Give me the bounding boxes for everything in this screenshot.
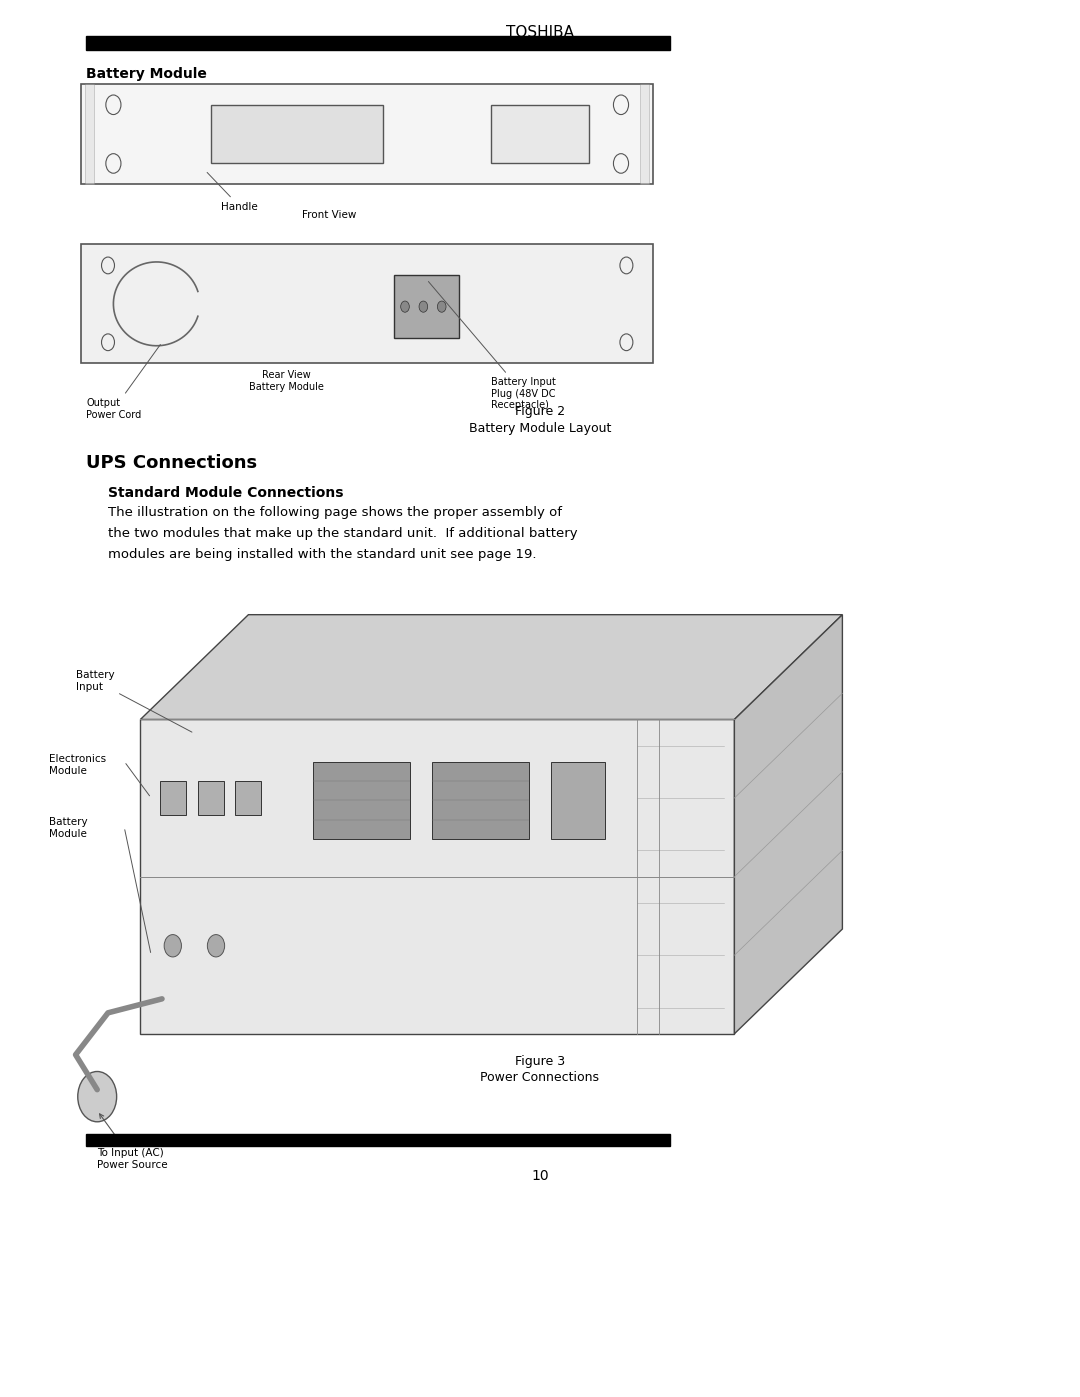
Circle shape: [437, 302, 446, 312]
Text: Battery Module Layout: Battery Module Layout: [469, 422, 611, 434]
Text: Battery Input
Plug (48V DC
Receptacle): Battery Input Plug (48V DC Receptacle): [429, 282, 556, 411]
Text: UPS Connections: UPS Connections: [86, 454, 257, 472]
Text: the two modules that make up the standard unit.  If additional battery: the two modules that make up the standar…: [108, 527, 578, 539]
Text: To Input (AC)
Power Source: To Input (AC) Power Source: [97, 1113, 167, 1169]
Text: Power Connections: Power Connections: [481, 1071, 599, 1084]
Text: Rear View
Battery Module: Rear View Battery Module: [248, 370, 324, 391]
Text: Battery
Module: Battery Module: [49, 817, 87, 838]
Bar: [81, 84, 653, 184]
Circle shape: [620, 257, 633, 274]
Text: Figure 3: Figure 3: [515, 1055, 565, 1067]
Bar: [86, 36, 670, 50]
Bar: [198, 781, 224, 814]
Circle shape: [613, 95, 629, 115]
Text: TOSHIBA: TOSHIBA: [507, 25, 573, 41]
Circle shape: [102, 257, 114, 274]
Circle shape: [620, 334, 633, 351]
Bar: [640, 84, 649, 184]
Circle shape: [613, 154, 629, 173]
Bar: [85, 84, 94, 184]
Circle shape: [164, 935, 181, 957]
Text: Standard Module Connections: Standard Module Connections: [108, 486, 343, 500]
Text: The illustration on the following page shows the proper assembly of: The illustration on the following page s…: [108, 506, 562, 518]
Polygon shape: [140, 615, 842, 719]
Circle shape: [102, 334, 114, 351]
Circle shape: [401, 302, 409, 312]
Circle shape: [419, 302, 428, 312]
Bar: [432, 763, 529, 838]
Bar: [140, 719, 734, 1034]
Text: Battery
Input: Battery Input: [76, 671, 192, 732]
Bar: [211, 105, 383, 163]
Bar: [81, 244, 653, 363]
Text: Output
Power Cord: Output Power Cord: [86, 345, 160, 419]
Text: modules are being installed with the standard unit see page 19.: modules are being installed with the sta…: [108, 548, 537, 560]
Circle shape: [78, 1071, 117, 1122]
Text: Figure 2: Figure 2: [515, 405, 565, 418]
Bar: [491, 105, 589, 163]
Text: 10: 10: [531, 1169, 549, 1183]
Polygon shape: [734, 615, 842, 1034]
Text: Front View: Front View: [302, 210, 356, 219]
Bar: [313, 763, 410, 838]
Text: Battery Module: Battery Module: [86, 67, 207, 81]
Circle shape: [207, 935, 225, 957]
Bar: [394, 275, 459, 338]
Bar: [86, 1134, 670, 1146]
Bar: [551, 763, 605, 838]
Bar: [235, 781, 261, 814]
Circle shape: [106, 95, 121, 115]
Circle shape: [106, 154, 121, 173]
Text: Handle: Handle: [207, 172, 258, 211]
Text: Electronics
Module: Electronics Module: [49, 754, 106, 775]
Bar: [160, 781, 186, 814]
